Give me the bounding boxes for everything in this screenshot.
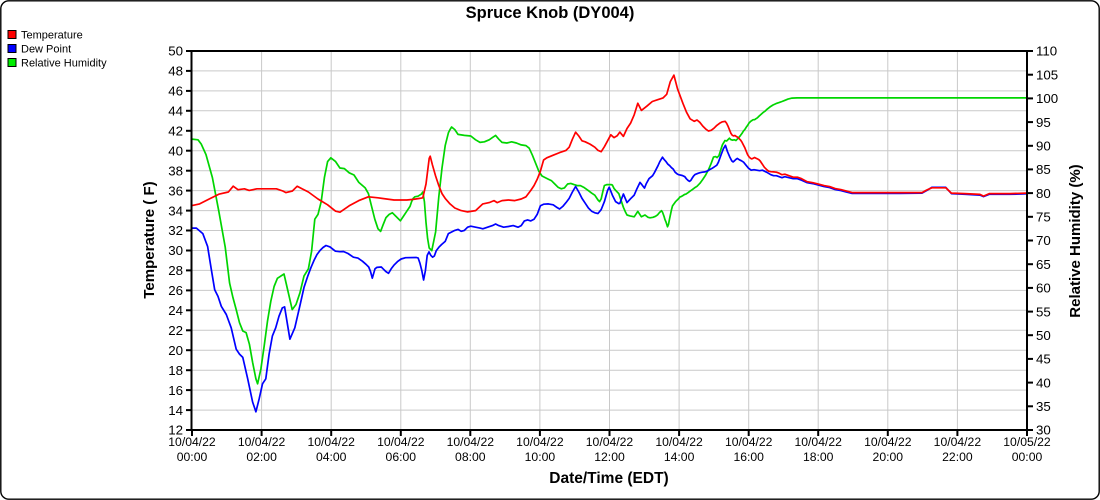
svg-text:10/04/22: 10/04/22 <box>447 435 495 449</box>
svg-text:90: 90 <box>1036 138 1051 153</box>
svg-text:12: 12 <box>168 423 183 438</box>
svg-text:10/04/22: 10/04/22 <box>655 435 703 449</box>
svg-text:10/05/22: 10/05/22 <box>1003 435 1051 449</box>
svg-text:46: 46 <box>168 84 183 99</box>
svg-text:04:00: 04:00 <box>316 450 347 464</box>
svg-text:12:00: 12:00 <box>594 450 625 464</box>
svg-text:10/04/22: 10/04/22 <box>725 435 773 449</box>
svg-text:75: 75 <box>1036 210 1051 225</box>
svg-text:24: 24 <box>168 303 183 318</box>
svg-text:85: 85 <box>1036 162 1051 177</box>
svg-text:22: 22 <box>168 323 183 338</box>
svg-text:10/04/22: 10/04/22 <box>238 435 286 449</box>
svg-text:10:00: 10:00 <box>525 450 556 464</box>
svg-text:32: 32 <box>168 223 183 238</box>
svg-text:00:00: 00:00 <box>1012 450 1043 464</box>
svg-text:16: 16 <box>168 383 183 398</box>
svg-text:42: 42 <box>168 124 183 139</box>
svg-text:10/04/22: 10/04/22 <box>377 435 425 449</box>
svg-text:10/04/22: 10/04/22 <box>516 435 564 449</box>
svg-text:18: 18 <box>168 363 183 378</box>
svg-text:100: 100 <box>1036 91 1058 106</box>
svg-text:48: 48 <box>168 64 183 79</box>
svg-text:34: 34 <box>168 203 183 218</box>
svg-text:50: 50 <box>168 44 183 59</box>
svg-text:10/04/22: 10/04/22 <box>168 435 216 449</box>
svg-text:02:00: 02:00 <box>246 450 277 464</box>
svg-text:30: 30 <box>168 243 183 258</box>
svg-text:Relative Humidity: Relative Humidity <box>21 58 107 70</box>
svg-text:70: 70 <box>1036 233 1051 248</box>
svg-text:Relative Humidity (%): Relative Humidity (%) <box>1067 164 1084 317</box>
svg-text:10/04/22: 10/04/22 <box>586 435 634 449</box>
svg-text:65: 65 <box>1036 257 1051 272</box>
svg-text:22:00: 22:00 <box>942 450 973 464</box>
svg-text:Temperature ( F): Temperature ( F) <box>141 181 158 298</box>
svg-text:45: 45 <box>1036 352 1051 367</box>
svg-text:105: 105 <box>1036 67 1058 82</box>
svg-text:10/04/22: 10/04/22 <box>864 435 912 449</box>
svg-text:08:00: 08:00 <box>455 450 486 464</box>
svg-text:18:00: 18:00 <box>803 450 834 464</box>
svg-text:40: 40 <box>1036 375 1051 390</box>
svg-text:80: 80 <box>1036 186 1051 201</box>
svg-text:44: 44 <box>168 104 183 119</box>
svg-text:36: 36 <box>168 183 183 198</box>
svg-text:20: 20 <box>168 343 183 358</box>
svg-text:55: 55 <box>1036 304 1051 319</box>
svg-text:10/04/22: 10/04/22 <box>307 435 355 449</box>
svg-text:26: 26 <box>168 283 183 298</box>
svg-text:Dew Point: Dew Point <box>21 44 71 56</box>
svg-text:38: 38 <box>168 163 183 178</box>
svg-text:20:00: 20:00 <box>873 450 904 464</box>
svg-text:14:00: 14:00 <box>664 450 695 464</box>
svg-text:Temperature: Temperature <box>21 30 83 42</box>
svg-text:95: 95 <box>1036 115 1051 130</box>
svg-text:16:00: 16:00 <box>733 450 764 464</box>
svg-text:110: 110 <box>1036 44 1057 59</box>
svg-text:28: 28 <box>168 263 183 278</box>
svg-text:Spruce Knob (DY004): Spruce Knob (DY004) <box>466 4 635 22</box>
svg-text:30: 30 <box>1036 423 1051 438</box>
svg-text:10/04/22: 10/04/22 <box>794 435 842 449</box>
svg-text:35: 35 <box>1036 399 1051 414</box>
svg-text:40: 40 <box>168 143 183 158</box>
svg-text:50: 50 <box>1036 328 1051 343</box>
svg-text:10/04/22: 10/04/22 <box>934 435 982 449</box>
svg-text:60: 60 <box>1036 281 1051 296</box>
svg-text:14: 14 <box>168 403 183 418</box>
svg-text:Date/Time (EDT): Date/Time (EDT) <box>549 470 668 487</box>
svg-text:00:00: 00:00 <box>177 450 208 464</box>
svg-text:06:00: 06:00 <box>386 450 417 464</box>
